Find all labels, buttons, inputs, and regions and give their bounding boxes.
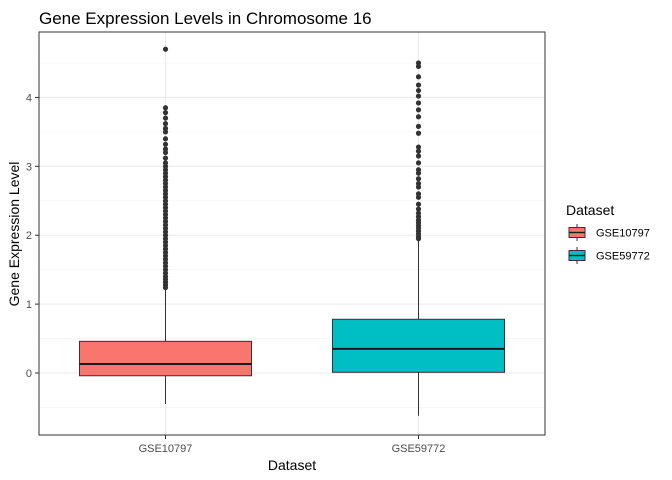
outlier-point xyxy=(415,144,422,150)
outlier-point xyxy=(415,206,422,212)
y-tick-label: 0 xyxy=(26,368,32,380)
x-axis-title: Dataset xyxy=(268,457,316,473)
y-tick-label: 1 xyxy=(26,299,32,311)
outlier-point xyxy=(415,153,422,159)
grid-lines xyxy=(39,32,545,435)
outlier-point xyxy=(415,74,422,80)
outlier-point xyxy=(415,100,422,106)
outlier-point xyxy=(162,121,169,127)
outlier-point xyxy=(415,160,422,166)
outlier-point xyxy=(415,210,422,216)
box-GSE10797 xyxy=(78,46,253,404)
legend: Dataset GSE10797 GSE59772 xyxy=(566,202,650,264)
x-axis: GSE10797 GSE59772 xyxy=(139,435,446,455)
outlier-point xyxy=(162,110,169,116)
outlier-point xyxy=(415,93,422,99)
outlier-point xyxy=(162,125,169,132)
outlier-point xyxy=(415,176,422,182)
legend-label: GSE10797 xyxy=(596,228,650,240)
outlier-point xyxy=(415,167,422,173)
outlier-point xyxy=(162,155,169,161)
outlier-point xyxy=(162,160,169,166)
box-layer xyxy=(78,46,506,416)
outlier-point xyxy=(162,136,169,142)
legend-label: GSE59772 xyxy=(596,251,650,263)
outlier-point xyxy=(162,141,169,147)
outlier-point xyxy=(415,107,422,113)
outlier-point xyxy=(415,148,422,154)
y-axis: 0 1 2 3 4 xyxy=(26,92,39,380)
legend-item-GSE10797: GSE10797 xyxy=(568,224,650,241)
legend-title: Dataset xyxy=(566,202,614,218)
plot-border xyxy=(38,31,546,436)
outlier-point xyxy=(415,180,422,187)
box-GSE59772 xyxy=(331,60,506,416)
chart-title: Gene Expression Levels in Chromosome 16 xyxy=(39,9,372,28)
box-iqr xyxy=(78,340,253,377)
legend-item-GSE59772: GSE59772 xyxy=(568,247,650,264)
x-tick-label: GSE59772 xyxy=(392,443,446,455)
outlier-point xyxy=(162,146,169,152)
outlier-point xyxy=(162,105,169,111)
outlier-point xyxy=(415,82,422,88)
x-tick-label: GSE10797 xyxy=(139,443,193,455)
y-tick-label: 2 xyxy=(26,230,32,242)
y-tick-label: 4 xyxy=(26,92,32,104)
outlier-point xyxy=(162,115,169,121)
outlier-point xyxy=(415,114,422,120)
outlier-point xyxy=(415,123,422,129)
outlier-point xyxy=(415,130,422,136)
outlier-point xyxy=(415,201,422,207)
outlier-point xyxy=(415,87,422,94)
y-axis-title: Gene Expression Level xyxy=(6,162,22,307)
y-tick-label: 3 xyxy=(26,161,32,173)
outlier-point xyxy=(415,191,422,197)
outlier-point xyxy=(415,60,422,66)
box-iqr xyxy=(331,318,506,373)
outlier-point xyxy=(162,46,169,52)
